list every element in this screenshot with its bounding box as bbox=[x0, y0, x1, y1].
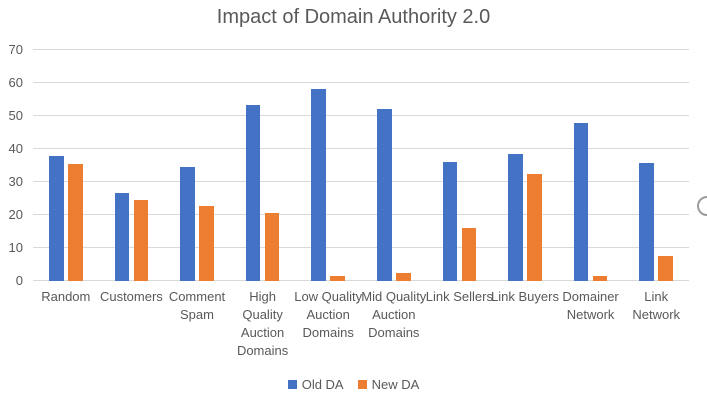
gridline-70 bbox=[33, 49, 689, 50]
legend: Old DA New DA bbox=[0, 377, 707, 392]
chart-title: Impact of Domain Authority 2.0 bbox=[216, 6, 491, 28]
x-category-label-6: Link Sellers bbox=[425, 289, 493, 304]
bar-old-da-7 bbox=[508, 153, 523, 281]
bar-new-da-4 bbox=[330, 276, 345, 281]
bar-new-da-6 bbox=[461, 227, 477, 281]
bar-new-da-9 bbox=[658, 256, 673, 281]
bar-new-da-8 bbox=[592, 276, 608, 281]
legend-item-old-da: Old DA bbox=[287, 377, 344, 392]
gridline-50 bbox=[33, 115, 689, 116]
x-category-label-1: Customers bbox=[99, 289, 163, 304]
bar-old-da-1 bbox=[114, 192, 130, 281]
bar-new-da-5 bbox=[396, 273, 411, 281]
bar-new-da-1 bbox=[133, 200, 149, 281]
gridline-60 bbox=[33, 82, 689, 83]
old-da-swatch bbox=[287, 380, 297, 389]
bar-old-da-8 bbox=[573, 122, 589, 281]
bar-new-da-2 bbox=[199, 205, 214, 281]
gridline-0 bbox=[33, 280, 689, 281]
y-tick-label-30: 30 bbox=[8, 174, 23, 189]
bar-old-da-5 bbox=[377, 109, 392, 281]
y-tick-label-40: 40 bbox=[8, 141, 23, 156]
y-tick-label-10: 10 bbox=[8, 240, 23, 255]
y-tick-label-70: 70 bbox=[8, 42, 23, 57]
gridline-30 bbox=[33, 181, 689, 182]
legend-label-new-da: New DA bbox=[371, 377, 420, 392]
gridline-10 bbox=[33, 247, 689, 248]
bar-new-da-0 bbox=[68, 163, 83, 281]
new-da-swatch bbox=[357, 380, 367, 389]
x-category-label-7: Link Buyers bbox=[491, 289, 559, 304]
bar-old-da-0 bbox=[49, 156, 64, 281]
plot-area bbox=[33, 49, 689, 281]
x-category-label-4: Low Quality Auction Domains bbox=[294, 289, 363, 340]
bar-old-da-3 bbox=[245, 105, 261, 281]
bar-old-da-2 bbox=[180, 166, 195, 281]
gridline-40 bbox=[33, 148, 689, 149]
bar-old-da-6 bbox=[442, 161, 458, 281]
bar-old-da-4 bbox=[311, 88, 326, 281]
partial-circle-glyph[interactable] bbox=[697, 196, 707, 216]
bar-new-da-7 bbox=[527, 173, 542, 281]
y-tick-label-50: 50 bbox=[8, 108, 23, 123]
legend-item-new-da: New DA bbox=[357, 377, 420, 392]
x-category-label-8: Domainer Network bbox=[562, 289, 619, 322]
y-tick-label-60: 60 bbox=[8, 75, 23, 90]
gridline-20 bbox=[33, 214, 689, 215]
bar-new-da-3 bbox=[264, 213, 280, 281]
x-category-label-3: High Quality Auction Domains bbox=[236, 289, 289, 358]
x-category-label-9: Link Network bbox=[632, 289, 681, 322]
bar-old-da-9 bbox=[639, 163, 654, 281]
x-category-label-5: Mid Quality Auction Domains bbox=[361, 289, 427, 340]
y-tick-label-20: 20 bbox=[8, 207, 23, 222]
y-tick-label-0: 0 bbox=[15, 273, 23, 288]
legend-label-old-da: Old DA bbox=[301, 377, 344, 392]
x-category-label-2: Comment Spam bbox=[168, 289, 226, 322]
x-category-label-0: Random bbox=[41, 289, 91, 304]
